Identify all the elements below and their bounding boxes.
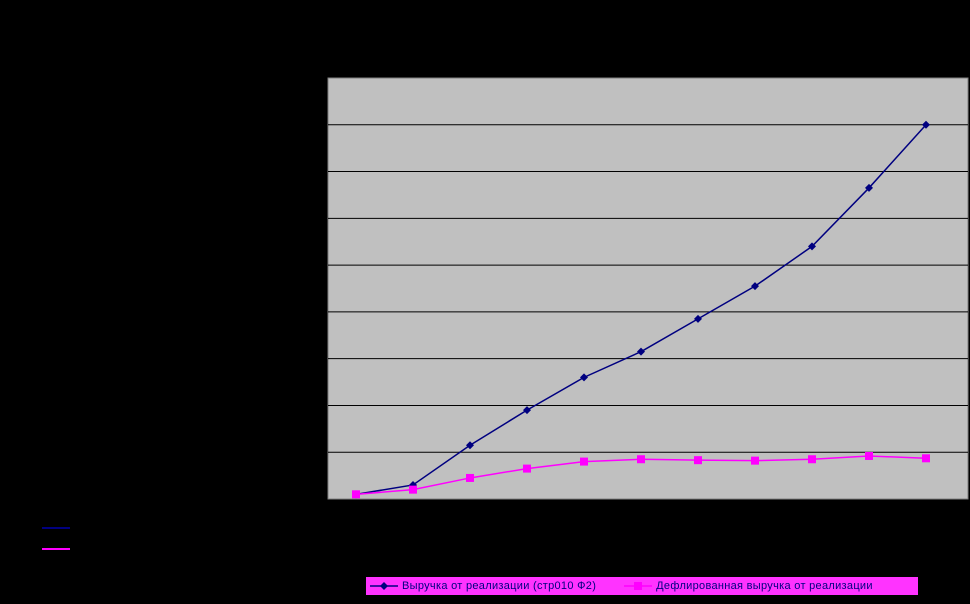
series-1-point bbox=[751, 282, 759, 291]
series-1-point bbox=[865, 183, 873, 192]
series-1-line-icon bbox=[42, 527, 70, 529]
series-1-point bbox=[808, 242, 816, 251]
series-2-point bbox=[352, 490, 360, 499]
series-2-point bbox=[637, 455, 645, 464]
series-1 bbox=[352, 120, 930, 499]
series-1-point bbox=[523, 406, 531, 415]
series-1-point bbox=[694, 314, 702, 323]
series-2-point bbox=[751, 456, 759, 465]
series-1-point bbox=[466, 441, 474, 450]
series-1-point bbox=[922, 120, 930, 129]
series-2-point bbox=[409, 485, 417, 494]
series-1-point bbox=[580, 373, 588, 382]
legend-label-series-1: Выручка от реализации (стр010 Ф2) bbox=[402, 580, 597, 592]
gridlines bbox=[328, 124, 968, 453]
series-2-point bbox=[694, 456, 702, 465]
series-layer bbox=[352, 120, 930, 499]
series-2-point bbox=[922, 454, 930, 463]
legend: Выручка от реализации (стр010 Ф2) Дефлир… bbox=[366, 577, 918, 595]
series-1-point bbox=[637, 347, 645, 356]
side-key-series-1 bbox=[42, 527, 70, 529]
legend-item-series-1: Выручка от реализации (стр010 Ф2) bbox=[370, 580, 596, 592]
legend-label-series-2: Дефлированная выручка от реализации bbox=[656, 580, 873, 592]
side-key-series-2 bbox=[42, 548, 70, 550]
series-2-point bbox=[466, 473, 474, 482]
plot-area bbox=[327, 77, 969, 500]
series-2-line-icon bbox=[42, 548, 70, 550]
legend-item-series-2: Дефлированная выручка от реализации bbox=[624, 580, 873, 592]
series-2-point bbox=[580, 457, 588, 466]
series-2-point bbox=[808, 455, 816, 464]
square-marker-icon bbox=[624, 582, 653, 590]
diamond-marker-icon bbox=[370, 582, 398, 590]
series-2-point bbox=[523, 464, 531, 473]
series-2-point bbox=[865, 451, 873, 460]
series-2 bbox=[352, 451, 930, 499]
